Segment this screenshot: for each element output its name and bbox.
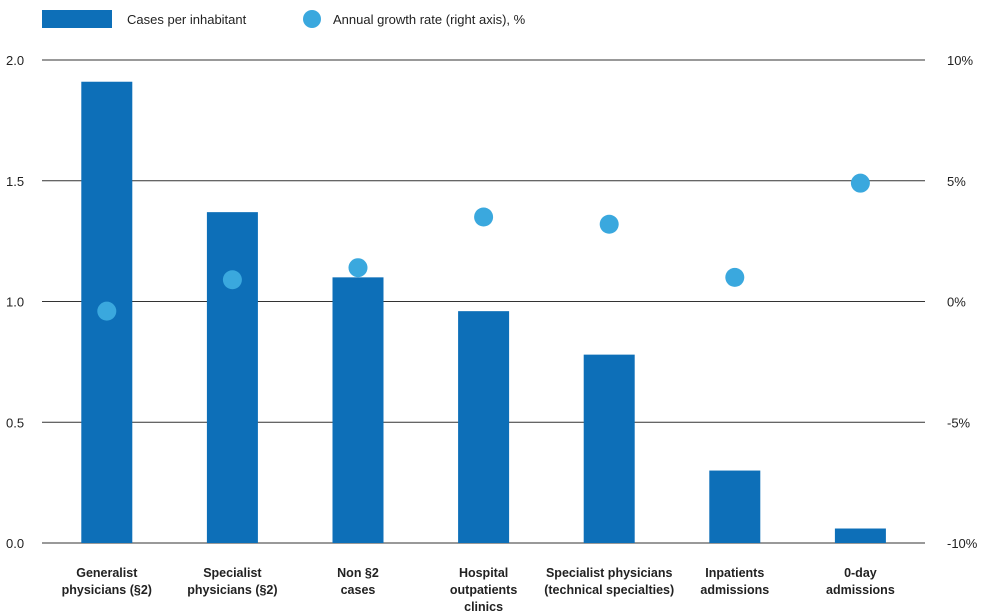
bars [81, 81, 886, 544]
bar [206, 212, 258, 543]
growth-dot [222, 270, 242, 290]
left-tick-label: 1.5 [6, 174, 24, 189]
legend: Cases per inhabitant Annual growth rate … [42, 10, 526, 28]
growth-dot [97, 301, 117, 321]
legend-bar-swatch [42, 10, 112, 28]
category-label: Hospital outpatients clinics [450, 566, 517, 614]
left-tick-label: 0.0 [6, 536, 24, 551]
right-tick-label: -10% [947, 536, 978, 551]
left-tick-label: 0.5 [6, 415, 24, 430]
category-label: Generalist physicians (§2) [62, 566, 152, 597]
growth-dot [474, 207, 494, 227]
legend-bar-label: Cases per inhabitant [127, 12, 247, 27]
legend-dot-swatch [303, 10, 321, 28]
bar [709, 470, 761, 543]
right-tick-label: 5% [947, 174, 966, 189]
right-tick-label: 10% [947, 53, 973, 68]
bar [583, 354, 635, 543]
bar [458, 311, 510, 543]
growth-dot [348, 258, 368, 278]
left-tick-label: 2.0 [6, 53, 24, 68]
category-label: Specialist physicians (technical specialt… [544, 566, 674, 597]
category-label: Inpatients admissions [700, 566, 769, 597]
growth-dot [850, 173, 870, 193]
left-tick-label: 1.0 [6, 295, 24, 310]
growth-dot [725, 267, 745, 287]
growth-dots [97, 173, 870, 321]
bar [332, 277, 384, 543]
gridlines [42, 59, 925, 544]
category-labels: Generalist physicians (§2) Specialist physi… [62, 566, 895, 614]
left-axis-ticks: 0.0 0.5 1.0 1.5 2.0 [6, 53, 24, 551]
category-label: Non §2 cases [337, 566, 379, 597]
category-label: 0-day admissions [826, 566, 895, 597]
right-tick-label: -5% [947, 415, 971, 430]
bar [834, 528, 886, 543]
right-axis-ticks: -10% -5% 0% 5% 10% [947, 53, 978, 551]
category-label: Specialist physicians (§2) [187, 566, 277, 597]
growth-dot [599, 214, 619, 234]
legend-dot-label: Annual growth rate (right axis), % [333, 12, 526, 27]
right-tick-label: 0% [947, 295, 966, 310]
